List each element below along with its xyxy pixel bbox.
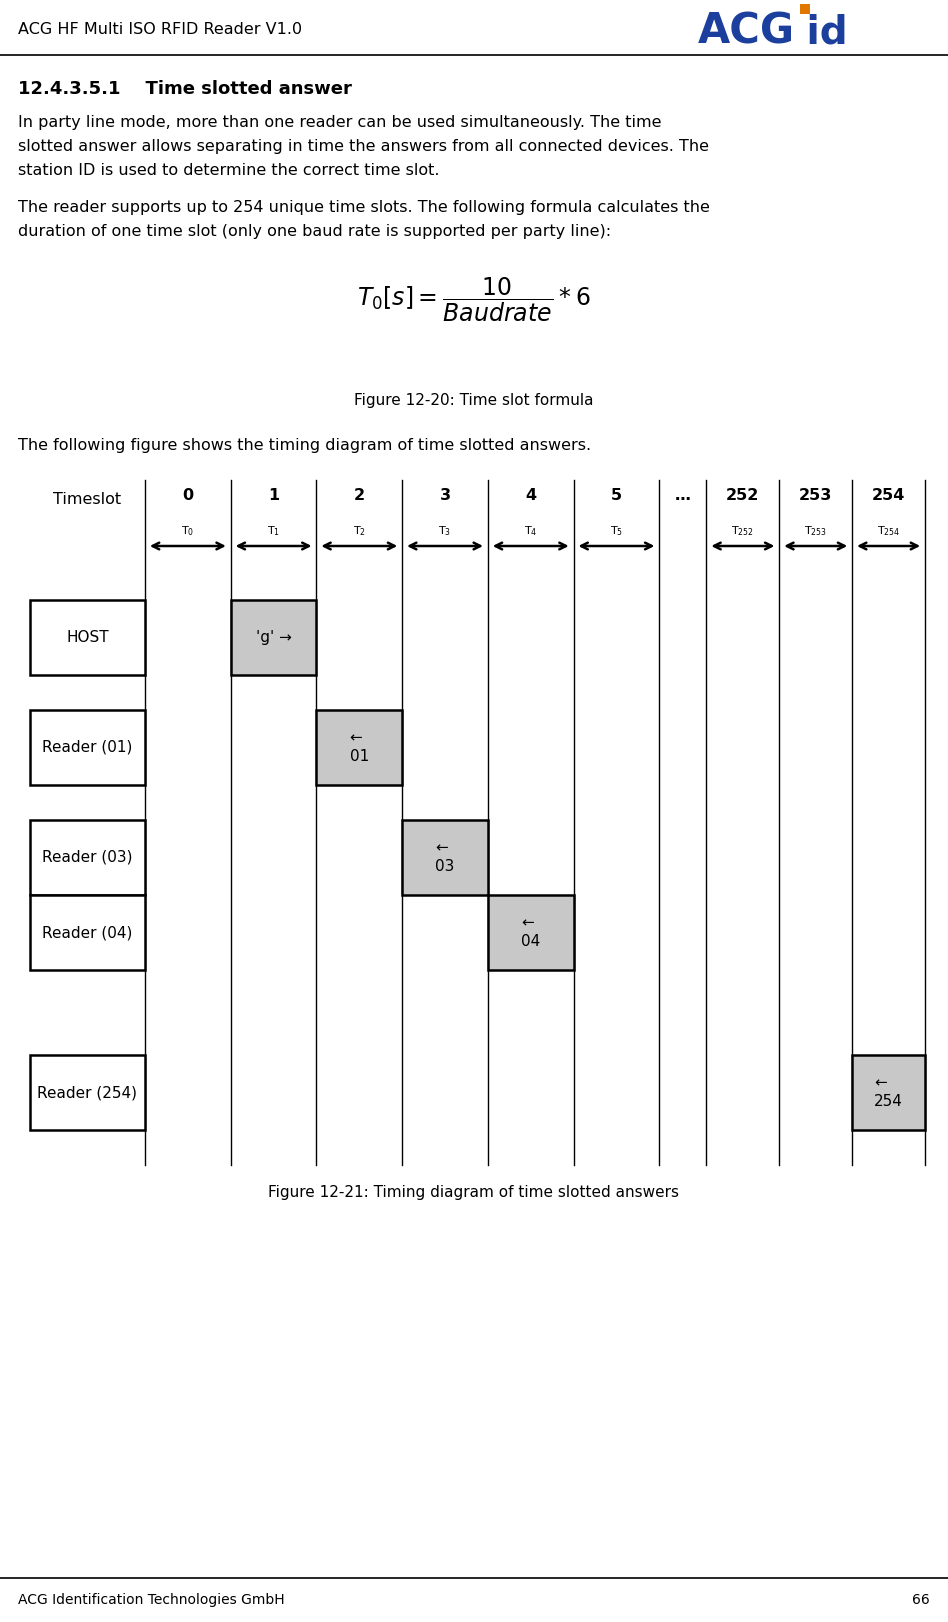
Text: 12.4.3.5.1    Time slotted answer: 12.4.3.5.1 Time slotted answer (18, 79, 352, 97)
Text: In party line mode, more than one reader can be used simultaneously. The time: In party line mode, more than one reader… (18, 115, 662, 130)
Text: Reader (01): Reader (01) (43, 740, 133, 754)
Text: The following figure shows the timing diagram of time slotted answers.: The following figure shows the timing di… (18, 438, 592, 453)
Text: $\mathsf{T_{253}}$: $\mathsf{T_{253}}$ (804, 524, 828, 539)
Text: ←
01: ← 01 (350, 730, 369, 764)
Bar (30, 710, 145, 785)
Text: $\mathsf{T_{2}}$: $\mathsf{T_{2}}$ (353, 524, 366, 539)
Text: ACG: ACG (698, 11, 795, 54)
Text: $\mathsf{T_{3}}$: $\mathsf{T_{3}}$ (438, 524, 451, 539)
Text: ACG Identification Technologies GmbH: ACG Identification Technologies GmbH (18, 1593, 284, 1607)
Text: Timeslot: Timeslot (53, 491, 121, 506)
Text: Reader (03): Reader (03) (43, 850, 133, 865)
Text: Reader (254): Reader (254) (38, 1085, 137, 1100)
Text: slotted answer allows separating in time the answers from all connected devices.: slotted answer allows separating in time… (18, 139, 709, 154)
Text: 254: 254 (872, 488, 905, 503)
Text: $\mathsf{T_{0}}$: $\mathsf{T_{0}}$ (181, 524, 194, 539)
Text: Reader (04): Reader (04) (43, 925, 133, 941)
Text: $T_0[s]=\dfrac{10}{Baudrate}*6$: $T_0[s]=\dfrac{10}{Baudrate}*6$ (357, 276, 591, 324)
Text: id: id (793, 13, 848, 50)
Bar (30, 1054, 145, 1131)
Text: Figure 12-21: Timing diagram of time slotted answers: Figure 12-21: Timing diagram of time slo… (268, 1186, 680, 1200)
Text: ←
254: ← 254 (874, 1075, 903, 1109)
Bar (30, 600, 145, 675)
Text: 5: 5 (611, 488, 622, 503)
Text: station ID is used to determine the correct time slot.: station ID is used to determine the corr… (18, 162, 440, 178)
Text: $\mathsf{T_{5}}$: $\mathsf{T_{5}}$ (610, 524, 623, 539)
Text: 252: 252 (726, 488, 759, 503)
Bar (488, 895, 574, 970)
Text: ACG HF Multi ISO RFID Reader V1.0: ACG HF Multi ISO RFID Reader V1.0 (18, 23, 302, 37)
Bar (402, 821, 488, 895)
Bar (800, 3, 810, 15)
Text: Figure 12-20: Time slot formula: Figure 12-20: Time slot formula (355, 393, 593, 409)
Text: $\mathsf{T_{252}}$: $\mathsf{T_{252}}$ (731, 524, 755, 539)
Text: …: … (675, 488, 691, 503)
Text: 4: 4 (525, 488, 537, 503)
Bar (852, 1054, 925, 1131)
Text: $\mathsf{T_{254}}$: $\mathsf{T_{254}}$ (877, 524, 901, 539)
Bar (317, 710, 402, 785)
Text: HOST: HOST (66, 629, 109, 646)
Text: 66: 66 (912, 1593, 930, 1607)
Text: $\mathsf{T_{4}}$: $\mathsf{T_{4}}$ (524, 524, 538, 539)
Text: ←
04: ← 04 (521, 916, 540, 949)
Text: $\mathsf{T_{1}}$: $\mathsf{T_{1}}$ (267, 524, 281, 539)
Text: 3: 3 (440, 488, 450, 503)
Text: The reader supports up to 254 unique time slots. The following formula calculate: The reader supports up to 254 unique tim… (18, 200, 710, 216)
Bar (230, 600, 317, 675)
Text: 'g' →: 'g' → (256, 629, 291, 646)
Text: duration of one time slot (only one baud rate is supported per party line):: duration of one time slot (only one baud… (18, 224, 611, 238)
Bar (30, 821, 145, 895)
Text: ←
03: ← 03 (435, 840, 455, 874)
Text: 1: 1 (268, 488, 279, 503)
Text: 0: 0 (182, 488, 193, 503)
Text: 2: 2 (354, 488, 365, 503)
Text: 253: 253 (799, 488, 832, 503)
Bar (30, 895, 145, 970)
